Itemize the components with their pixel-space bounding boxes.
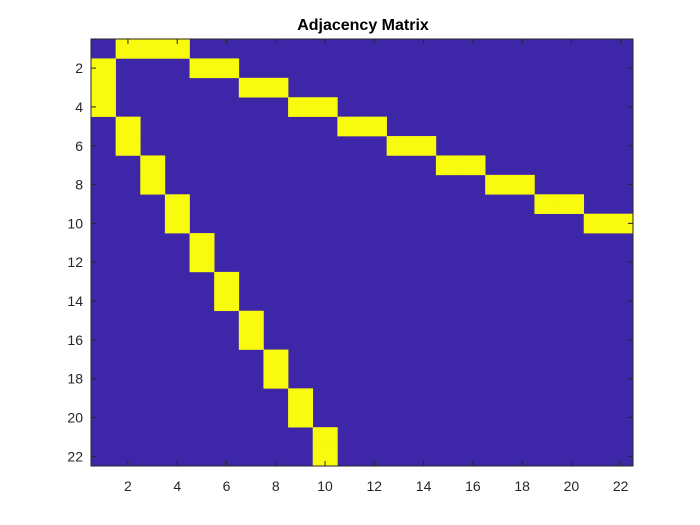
matrix-cell-one	[238, 310, 264, 331]
matrix-cell-one	[91, 58, 116, 79]
matrix-cell-one	[263, 77, 289, 98]
y-axis-ticks: 2 4 6 8 10 12 14 16 18 20 22	[67, 60, 633, 464]
matrix-cell-one	[312, 446, 338, 467]
matrix-cell-one	[238, 330, 264, 350]
matrix-cell-one	[263, 368, 289, 389]
matrix-background	[91, 39, 633, 466]
x-tick-label: 8	[272, 478, 280, 494]
matrix-cell-one	[411, 136, 437, 156]
matrix-cell-one	[189, 252, 215, 273]
y-tick-label: 20	[67, 409, 83, 425]
matrix-cell-one	[288, 97, 314, 117]
matrix-cell-one	[583, 213, 609, 234]
y-tick-label: 8	[75, 177, 83, 193]
y-tick-label: 18	[67, 371, 83, 387]
matrix-cell-one	[164, 213, 190, 234]
matrix-cell-one	[115, 116, 141, 137]
x-tick-label: 12	[367, 478, 383, 494]
y-tick-label: 14	[67, 293, 83, 309]
matrix-cell-one	[164, 39, 190, 59]
x-tick-label: 10	[317, 478, 333, 494]
x-tick-label: 22	[613, 478, 629, 494]
x-tick-label: 18	[514, 478, 530, 494]
x-tick-label: 4	[173, 478, 181, 494]
axes-box	[90, 38, 634, 467]
x-axis-ticks: 2 4 6 8 10 12 14 16 18 20 22	[124, 39, 629, 494]
matrix-cell-one	[91, 77, 116, 98]
matrix-cell-one	[288, 407, 314, 428]
matrix-cell-one	[460, 155, 486, 176]
chart-title: Adjacency Matrix	[297, 17, 429, 34]
matrix-cell-one	[140, 155, 166, 176]
matrix-cell-one	[485, 174, 511, 195]
matrix-cell-one	[288, 388, 314, 409]
matrix-cell-one	[312, 427, 338, 447]
y-tick-label: 2	[75, 60, 83, 76]
matrix-cell-one	[91, 97, 116, 117]
matrix-cell-one	[435, 155, 461, 176]
x-tick-label: 6	[223, 478, 231, 494]
matrix-cells	[91, 39, 634, 467]
matrix-cell-one	[214, 58, 240, 79]
x-tick-label: 2	[124, 478, 132, 494]
x-tick-label: 16	[465, 478, 481, 494]
x-tick-label: 20	[564, 478, 580, 494]
matrix-cell-one	[115, 39, 141, 59]
matrix-cell-one	[140, 39, 166, 59]
matrix-cell-one	[386, 136, 412, 156]
y-tick-label: 16	[67, 332, 83, 348]
matrix-cell-one	[238, 77, 264, 98]
matrix-cell-one	[559, 194, 585, 214]
y-tick-label: 6	[75, 138, 83, 154]
y-tick-label: 10	[67, 215, 83, 231]
matrix-cell-one	[509, 174, 535, 195]
matrix-cell-one	[189, 233, 215, 253]
matrix-cell-one	[140, 174, 166, 195]
matrix-cell-one	[362, 116, 387, 137]
matrix-cell-one	[608, 213, 634, 234]
matrix-cell-one	[164, 194, 190, 214]
matrix-cell-one	[115, 136, 141, 156]
matrix-cell-one	[263, 349, 289, 370]
matrix-cell-one	[189, 58, 215, 79]
x-tick-label: 14	[416, 478, 432, 494]
matrix-cell-one	[337, 116, 363, 137]
y-tick-label: 4	[75, 99, 83, 115]
y-tick-label: 22	[67, 448, 83, 464]
y-tick-label: 12	[67, 254, 83, 270]
matrix-cell-one	[534, 194, 560, 214]
matrix-cell-one	[312, 97, 338, 117]
matrix-cell-one	[214, 291, 240, 312]
matrix-cell-one	[214, 271, 240, 292]
